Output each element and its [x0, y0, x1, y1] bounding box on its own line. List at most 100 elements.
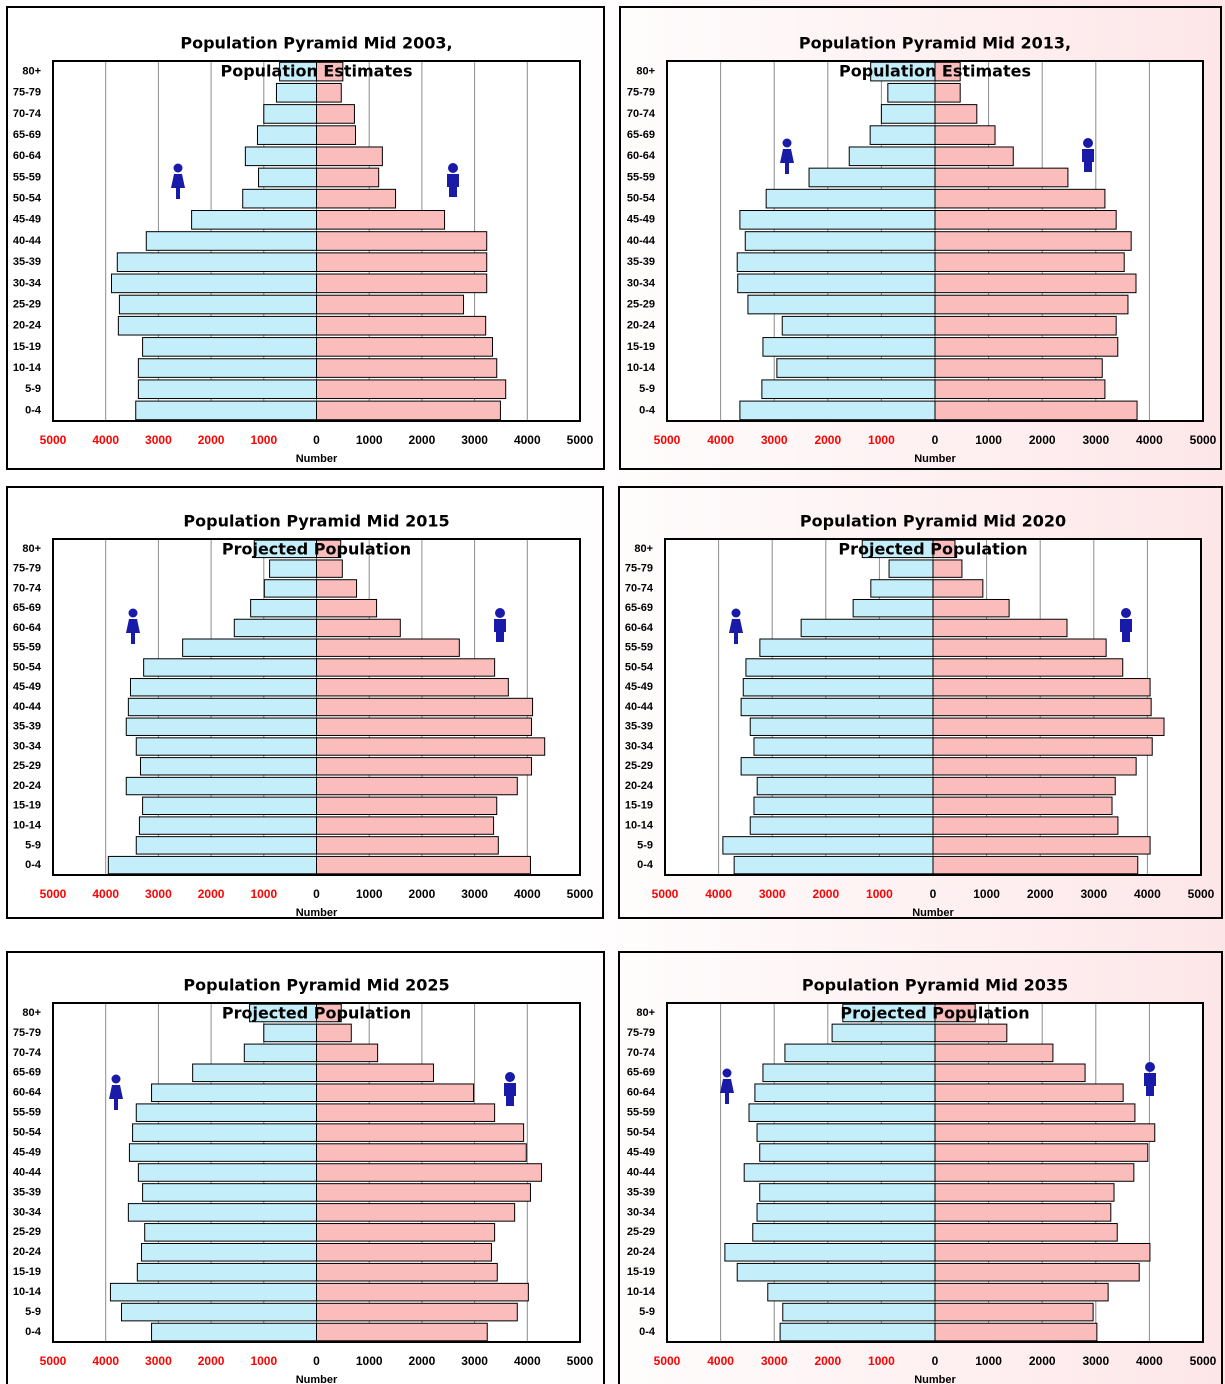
bar — [316, 315, 487, 336]
y-tick-label: 30-34 — [625, 740, 654, 752]
bar — [316, 658, 496, 677]
bar — [182, 638, 317, 657]
bar — [779, 1322, 936, 1342]
y-tick-label: 25-29 — [625, 760, 653, 772]
bar — [316, 1003, 342, 1023]
y-tick-label: 10-14 — [13, 362, 42, 374]
bar — [739, 400, 936, 421]
bar — [752, 1223, 936, 1242]
x-tick-label: 1000 — [250, 887, 277, 901]
x-tick-label: 1000 — [973, 887, 1000, 901]
y-tick-label: 40-44 — [625, 701, 654, 713]
bar — [808, 167, 936, 188]
chart-title: Population Pyramid Mid 2015 — [183, 512, 449, 531]
male-icon — [447, 174, 459, 197]
bar — [316, 1103, 496, 1122]
x-tick-label: 3000 — [145, 433, 172, 447]
bar — [753, 796, 934, 816]
bar — [316, 1183, 531, 1202]
bar — [316, 757, 533, 776]
bar — [192, 1063, 317, 1083]
bar — [736, 252, 936, 272]
y-tick-label: 5-9 — [637, 839, 653, 851]
x-tick-label: 5000 — [40, 433, 67, 447]
y-tick-label: 60-64 — [13, 150, 42, 162]
chart-title: Population Pyramid Mid 2025 — [183, 976, 449, 995]
bar — [316, 855, 531, 875]
bar — [934, 82, 961, 103]
y-tick-label: 45-49 — [627, 1146, 655, 1158]
bar — [316, 1043, 379, 1063]
chart-subtitle: Population Estimates — [220, 62, 412, 81]
y-tick-label: 5-9 — [639, 383, 655, 395]
bar — [316, 579, 358, 598]
x-tick-label: 1000 — [975, 1354, 1002, 1368]
panel — [618, 951, 1223, 1384]
plot-border — [52, 60, 581, 422]
x-axis-label: Number — [296, 907, 338, 919]
x-tick-label: 1000 — [868, 1354, 895, 1368]
chart-subtitle: Population Estimates — [839, 62, 1031, 81]
bar — [852, 598, 934, 618]
x-tick-label: 2000 — [1029, 433, 1056, 447]
bar — [932, 638, 1107, 657]
bar — [316, 82, 342, 103]
bar — [888, 559, 934, 578]
bar — [934, 337, 1119, 357]
y-tick-label: 5-9 — [25, 839, 41, 851]
x-tick-label: 3000 — [1080, 887, 1107, 901]
male-icon — [1120, 619, 1132, 642]
bar — [739, 210, 936, 230]
bar — [733, 855, 934, 875]
y-tick-label: 65-69 — [625, 602, 653, 614]
bar — [151, 1083, 317, 1103]
y-tick-label: 75-79 — [13, 1027, 41, 1039]
plot-border — [52, 538, 581, 876]
bar — [932, 658, 1124, 677]
plot-border — [664, 538, 1202, 876]
bar — [934, 1302, 1094, 1322]
bar — [129, 678, 317, 697]
bar — [932, 717, 1165, 736]
bar — [316, 188, 397, 209]
bar — [316, 358, 498, 378]
y-tick-label: 20-24 — [627, 320, 656, 332]
y-tick-label: 40-44 — [13, 701, 42, 713]
y-tick-label: 35-39 — [13, 1186, 41, 1198]
bar — [143, 658, 317, 677]
x-tick-label: 1000 — [356, 887, 383, 901]
x-tick-label: 5000 — [652, 887, 679, 901]
bar — [759, 1143, 936, 1162]
bar — [316, 252, 488, 272]
bar — [191, 210, 317, 230]
bar — [887, 82, 936, 103]
male-icon — [1144, 1073, 1156, 1096]
bar — [800, 618, 934, 638]
x-tick-label: 2000 — [409, 887, 436, 901]
bar — [740, 697, 934, 717]
bar — [762, 1063, 936, 1083]
bar — [137, 1163, 317, 1182]
y-tick-label: 65-69 — [627, 1067, 655, 1079]
y-tick-label: 70-74 — [627, 1047, 656, 1059]
bar — [781, 315, 936, 336]
bar — [934, 1123, 1156, 1142]
bar — [934, 1223, 1118, 1242]
bar — [135, 737, 317, 756]
y-tick-label: 70-74 — [625, 582, 654, 594]
y-tick-label: 55-59 — [625, 642, 653, 654]
female-icon — [729, 619, 743, 644]
female-icon — [731, 608, 741, 618]
bar — [934, 1322, 1098, 1342]
bar — [110, 273, 318, 294]
panel — [6, 6, 605, 470]
bar — [932, 618, 1068, 638]
bar — [316, 1023, 352, 1043]
bar — [258, 167, 317, 188]
y-tick-label: 10-14 — [627, 1286, 656, 1298]
bar — [934, 188, 1106, 209]
x-tick-label: 0 — [313, 433, 320, 447]
x-tick-label: 4000 — [1136, 433, 1163, 447]
bar — [316, 1083, 475, 1103]
y-tick-label: 35-39 — [13, 256, 41, 268]
